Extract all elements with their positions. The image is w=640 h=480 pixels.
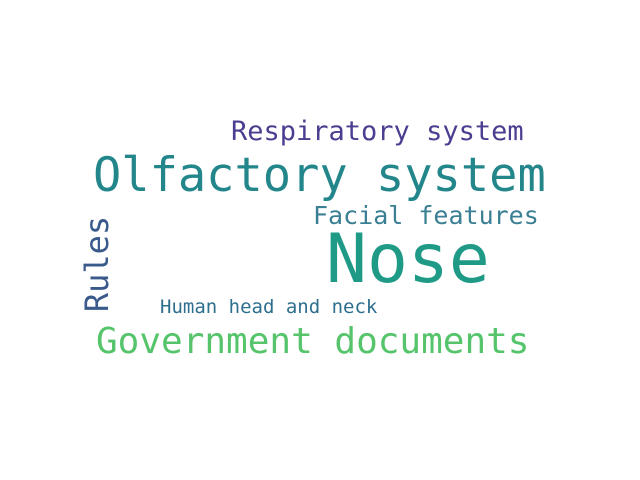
word-government-documents: Government documents [96,321,530,362]
word-rules: Rules [78,215,116,313]
word-respiratory-system: Respiratory system [231,116,524,147]
word-facial-features: Facial features [313,201,539,230]
word-olfactory-system: Olfactory system [93,148,546,203]
word-nose: Nose [326,220,490,299]
word-human-head-and-neck: Human head and neck [160,296,378,318]
